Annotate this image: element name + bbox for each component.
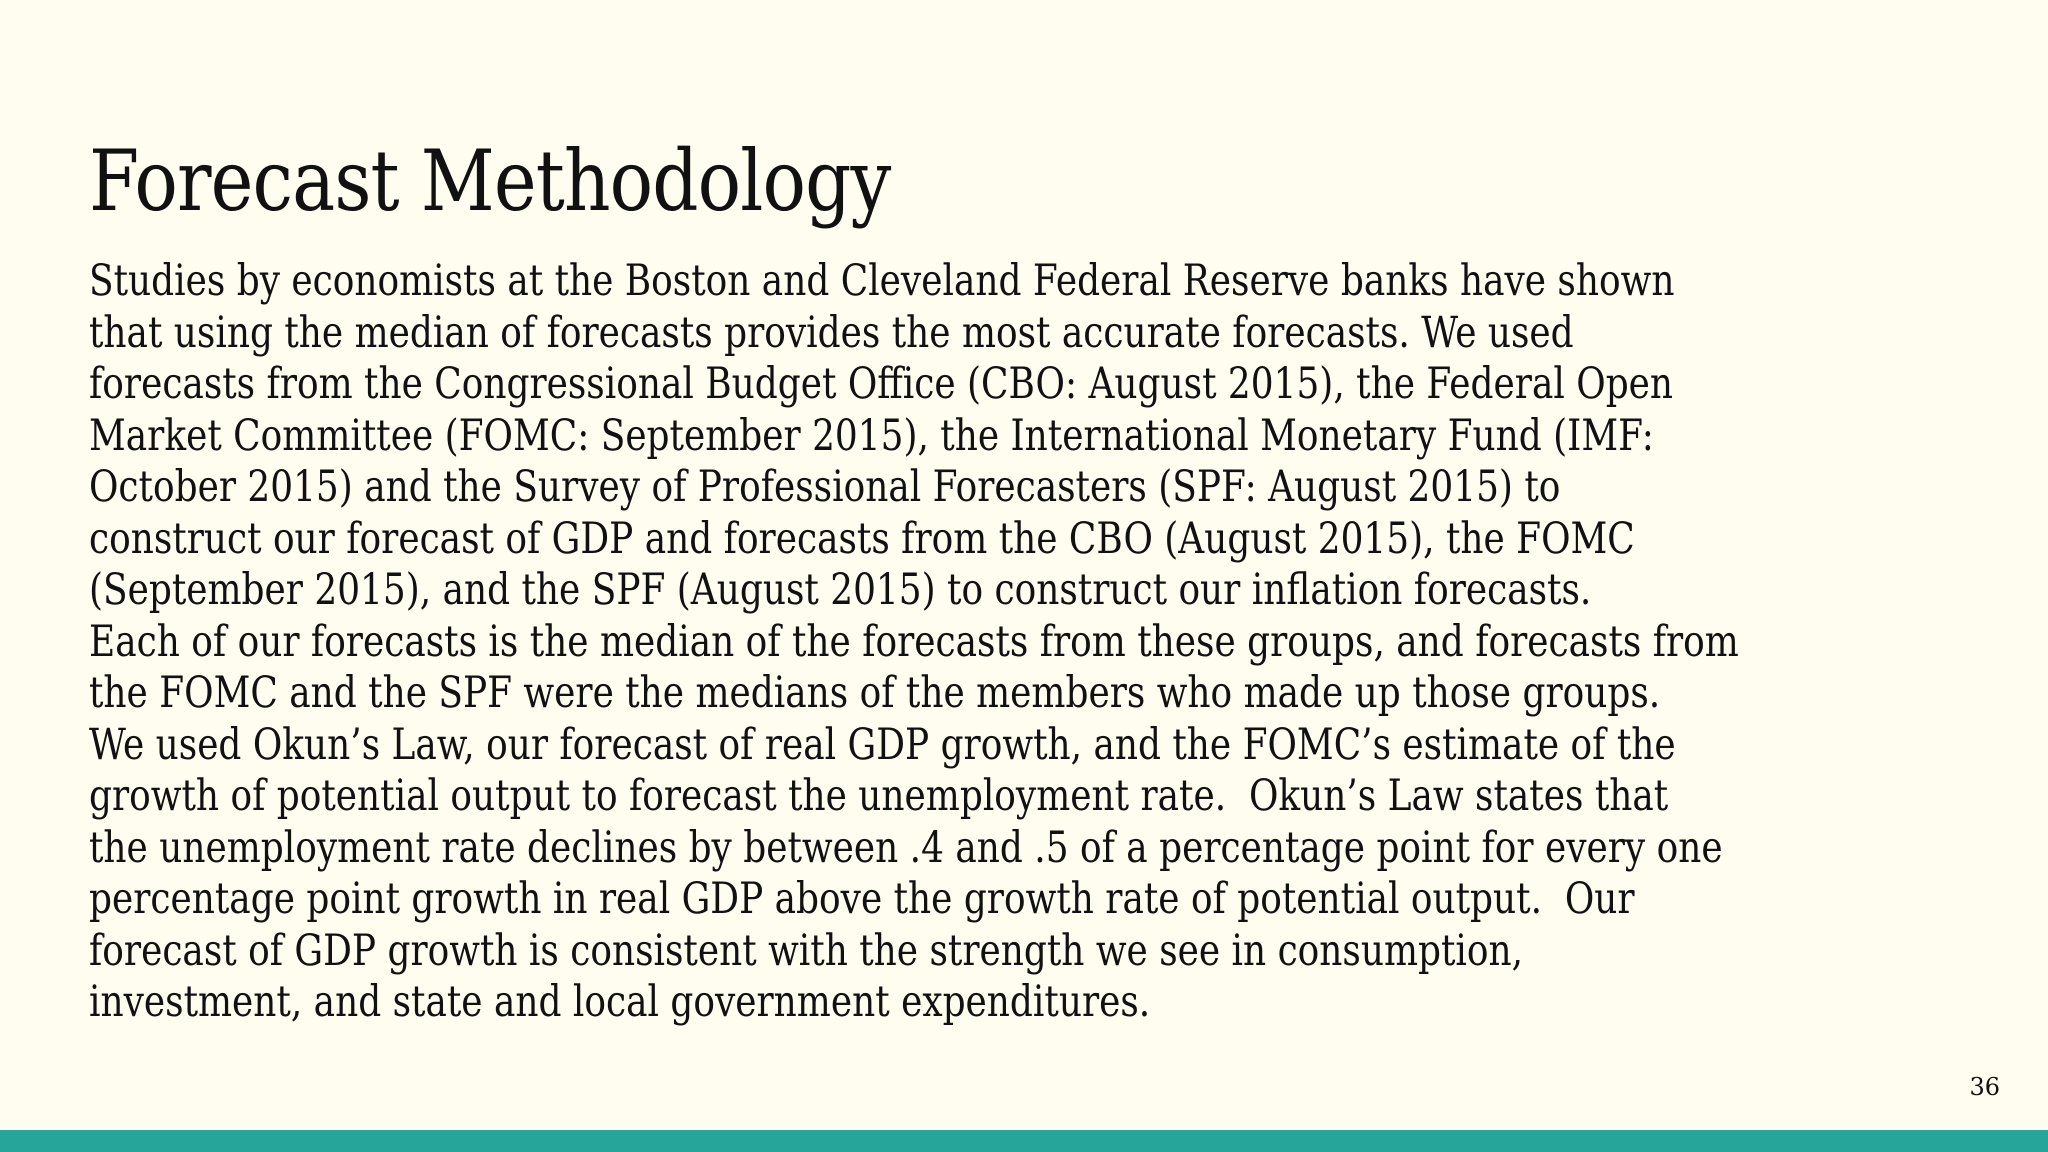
slide-title: Forecast Methodology (89, 132, 891, 230)
page-number: 36 (1969, 1073, 2000, 1101)
body-line: October 2015) and the Survey of Professi… (89, 462, 1561, 512)
body-line: investment, and state and local governme… (89, 977, 1151, 1027)
body-line: percentage point growth in real GDP abov… (89, 874, 1635, 924)
body-line: Each of our forecasts is the median of t… (89, 616, 1739, 667)
footer-accent-bar (0, 1130, 2048, 1152)
body-line: growth of potential output to forecast t… (89, 771, 1669, 821)
body-line: forecasts from the Congressional Budget … (89, 359, 1674, 409)
body-line: forecast of GDP growth is consistent wit… (89, 925, 1524, 976)
body-line: the unemployment rate declines by betwee… (89, 822, 1723, 873)
body-line: (September 2015), and the SPF (August 20… (89, 565, 1592, 615)
body-line: We used Okun’s Law, our forecast of real… (89, 719, 1676, 770)
slide-body-text: Studies by economists at the Boston and … (89, 256, 1989, 1029)
body-line: that using the median of forecasts provi… (89, 307, 1574, 358)
body-line: Studies by economists at the Boston and … (89, 256, 1675, 306)
body-line: the FOMC and the SPF were the medians of… (89, 668, 1661, 718)
body-line: Market Committee (FOMC: September 2015),… (89, 410, 1654, 461)
body-line: construct our forecast of GDP and foreca… (89, 513, 1635, 564)
